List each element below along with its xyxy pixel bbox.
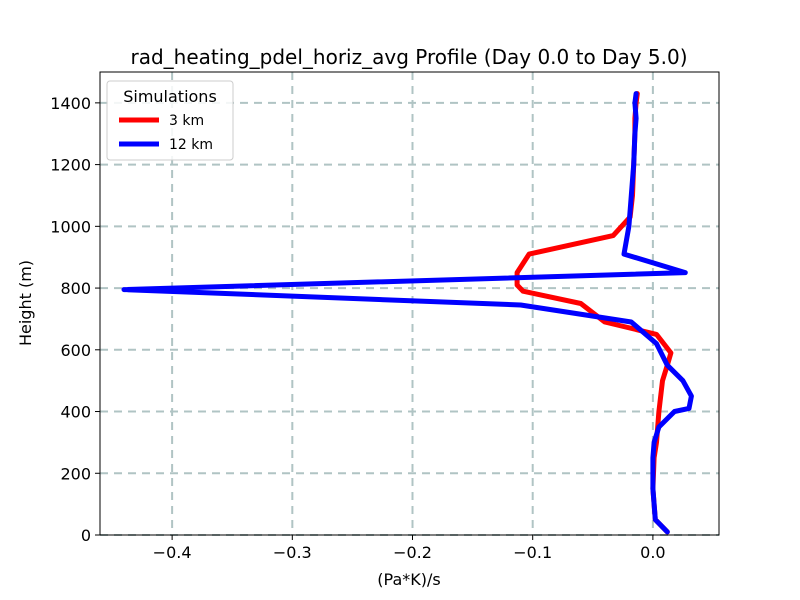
y-tick-label: 200 [60, 464, 91, 483]
legend-entries: 3 km 12 km [119, 113, 213, 153]
x-axis-label: (Pa*K)/s [377, 570, 440, 589]
chart-title: rad_heating_pdel_horiz_avg Profile (Day … [130, 45, 687, 69]
x-tick-label: −0.1 [513, 543, 552, 562]
y-tick-label: 400 [60, 403, 91, 422]
y-tick-label: 1200 [50, 156, 91, 175]
legend-label: 12 km [169, 137, 213, 153]
x-tick-label: 0.0 [640, 543, 665, 562]
axes-frame [99, 71, 720, 536]
x-tick-label: −0.4 [153, 543, 192, 562]
y-tick-label: 600 [60, 341, 91, 360]
legend-label: 3 km [169, 113, 204, 129]
x-tick-label: −0.3 [273, 543, 312, 562]
legend-title: Simulations [123, 87, 217, 106]
axis-ticks: −0.4 −0.3 −0.2 −0.1 0.0 0 200 400 600 800 1000 1200… [50, 94, 665, 562]
y-axis-label: Height (m) [16, 260, 35, 346]
series-line [514, 91, 674, 535]
y-tick-label: 0 [81, 526, 91, 545]
y-tick-label: 800 [60, 279, 91, 298]
y-tick-label: 1400 [50, 94, 91, 113]
series-line [121, 91, 694, 535]
x-tick-label: −0.2 [393, 543, 432, 562]
legend-box [106, 80, 234, 161]
y-tick-label: 1000 [50, 217, 91, 236]
legend: Simulations 3 km 12 km [106, 80, 234, 161]
series-lines [121, 91, 694, 535]
